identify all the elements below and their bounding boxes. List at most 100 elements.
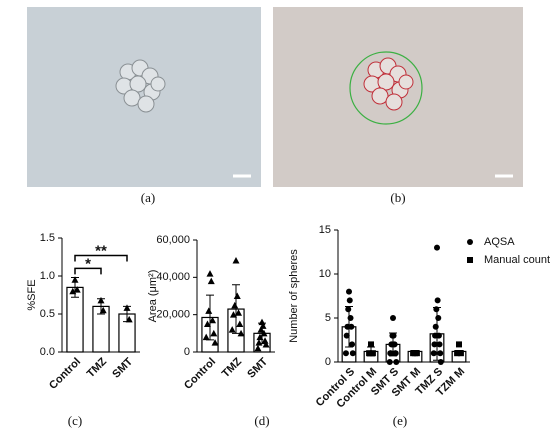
data-point [123, 304, 131, 311]
y-tick-label: 0 [325, 356, 331, 368]
caption: (d) [254, 413, 269, 428]
data-point [388, 341, 395, 348]
data-point [262, 341, 270, 348]
data-point [346, 297, 353, 304]
data-point [236, 320, 244, 327]
legend-label: Manual count [484, 254, 550, 266]
data-point [255, 339, 263, 346]
data-point [434, 297, 441, 304]
data-point [343, 332, 350, 339]
x-tick-label: SMT [245, 356, 270, 381]
significance-bracket [74, 254, 128, 262]
data-point [229, 311, 237, 318]
data-point [235, 309, 243, 316]
y-tick-label: 15 [319, 224, 331, 236]
y-tick-label: 0.5 [40, 308, 55, 320]
data-point [260, 329, 268, 337]
sphere-cluster [115, 59, 166, 113]
data-point [346, 288, 352, 295]
data-point [435, 315, 442, 321]
data-point [69, 287, 77, 295]
data-point [433, 306, 440, 313]
data-point [456, 341, 462, 348]
data-point [203, 320, 211, 327]
image-b [273, 7, 523, 187]
data-point [207, 277, 215, 285]
data-point [457, 350, 464, 357]
x-tick-label: Control [182, 356, 218, 392]
data-point [410, 350, 417, 357]
y-tick-label: 60,000 [156, 234, 190, 246]
caption: (c) [68, 413, 82, 428]
detection-circle [349, 51, 423, 125]
data-point [430, 350, 437, 357]
data-point [349, 341, 356, 348]
caption: (a) [141, 190, 155, 205]
data-point [211, 339, 219, 346]
data-point [258, 318, 266, 326]
y-axis-label: Number of spheres [288, 249, 300, 343]
significance-label: * [85, 255, 91, 272]
caption: (e) [393, 413, 407, 428]
data-point [254, 344, 262, 352]
data-point [347, 315, 354, 321]
data-point [232, 257, 240, 264]
data-point [432, 332, 439, 339]
y-axis-label: Area (μm²) [147, 270, 159, 323]
data-point [436, 341, 443, 348]
data-point [369, 350, 376, 357]
y-tick-label: 40,000 [156, 271, 190, 283]
data-point [413, 350, 420, 357]
data-point [73, 286, 81, 293]
data-point [228, 326, 236, 333]
data-point [434, 244, 440, 251]
x-tick-label: Control [47, 356, 83, 392]
data-point [432, 323, 439, 330]
x-tick-label: TMZ [85, 355, 110, 380]
error-bar [232, 284, 240, 334]
data-point [237, 329, 245, 337]
data-point [205, 307, 213, 314]
data-point [257, 326, 265, 333]
data-point [368, 341, 374, 348]
data-point [97, 296, 105, 304]
y-tick-label: 5 [325, 312, 331, 324]
data-point [342, 350, 349, 357]
y-tick-label: 1.5 [40, 232, 55, 244]
data-point [99, 306, 107, 314]
data-point [209, 316, 217, 324]
data-point [393, 359, 400, 365]
data-point [210, 329, 218, 337]
data-point [389, 332, 396, 339]
data-point [202, 333, 210, 341]
data-point [349, 350, 356, 357]
y-tick-label: 10 [319, 268, 331, 280]
data-point [261, 337, 269, 344]
significance-label: ** [95, 242, 107, 259]
x-tick-label: SMT [110, 356, 135, 381]
y-axis-label: %SFE [26, 279, 38, 310]
data-point [387, 350, 394, 357]
data-point [392, 350, 399, 357]
data-point [386, 359, 393, 365]
data-point [125, 315, 133, 323]
data-point [233, 292, 241, 299]
x-tick-label: TMZ [220, 355, 245, 380]
data-point [437, 359, 444, 365]
data-point [431, 341, 438, 348]
significance-bracket [74, 267, 102, 275]
legend-label: AQSA [484, 236, 515, 248]
y-tick-label: 0.0 [40, 346, 55, 358]
y-tick-label: 0 [184, 346, 190, 358]
sphere-cluster [363, 57, 414, 111]
data-point [345, 306, 352, 313]
data-point [348, 323, 355, 330]
data-point [71, 276, 79, 283]
y-tick-label: 1.0 [40, 270, 55, 282]
data-point [206, 270, 214, 277]
y-tick-label: 20,000 [156, 309, 190, 321]
image-a [27, 7, 261, 187]
data-point [366, 350, 373, 357]
caption: (b) [390, 190, 405, 205]
